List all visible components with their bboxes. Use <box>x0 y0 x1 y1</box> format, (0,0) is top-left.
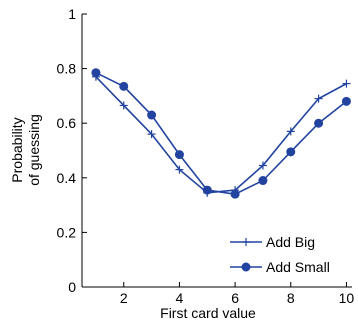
series-layer <box>91 68 351 199</box>
data-point <box>341 96 351 106</box>
x-tick-label: 6 <box>231 290 239 306</box>
series-add-small <box>91 68 351 199</box>
y-tick-label: 0.8 <box>57 61 77 77</box>
x-tick-label: 8 <box>287 290 295 306</box>
data-point <box>286 147 296 157</box>
data-point <box>202 185 212 195</box>
y-tick-label: 1 <box>68 6 76 22</box>
data-point <box>314 118 324 128</box>
legend: Add Big Add Small <box>230 234 330 275</box>
data-point <box>314 94 323 103</box>
series-line <box>95 76 347 194</box>
legend-entry: Add Small <box>230 259 330 275</box>
data-point <box>147 110 157 120</box>
data-point <box>286 127 295 136</box>
legend-marker <box>242 238 250 246</box>
y-tick-label: 0 <box>68 279 76 295</box>
data-point <box>174 150 184 160</box>
x-tick-label: 10 <box>339 290 355 306</box>
data-point <box>119 101 128 110</box>
data-point <box>258 161 267 170</box>
legend-entry: Add Big <box>230 234 315 250</box>
data-point <box>342 79 351 88</box>
series-line <box>95 71 347 196</box>
data-point <box>91 68 101 78</box>
y-axis-label: Probabilityof guessing <box>9 114 42 186</box>
y-tick-label: 0.6 <box>57 115 77 131</box>
x-tick-label: 4 <box>176 290 184 306</box>
data-point <box>147 130 156 139</box>
legend-label: Add Small <box>266 259 330 275</box>
data-point <box>119 81 129 91</box>
y-tick-label: 0.2 <box>57 224 77 240</box>
y-tick-label: 0.4 <box>57 170 77 186</box>
x-tick-label: 2 <box>120 290 128 306</box>
data-point <box>258 176 268 186</box>
x-axis-label: First card value <box>160 305 256 321</box>
series-add-big <box>91 72 351 197</box>
data-point <box>175 165 184 174</box>
legend-label: Add Big <box>266 234 315 250</box>
axes: 0 0.2 0.4 0.6 0.8 1 2 4 6 8 10 First card value Prob… <box>9 6 354 321</box>
legend-marker <box>241 262 251 272</box>
y-axis-label-line: Probability <box>9 117 25 182</box>
y-axis-label-line: of guessing <box>26 114 42 186</box>
data-point <box>230 189 240 199</box>
